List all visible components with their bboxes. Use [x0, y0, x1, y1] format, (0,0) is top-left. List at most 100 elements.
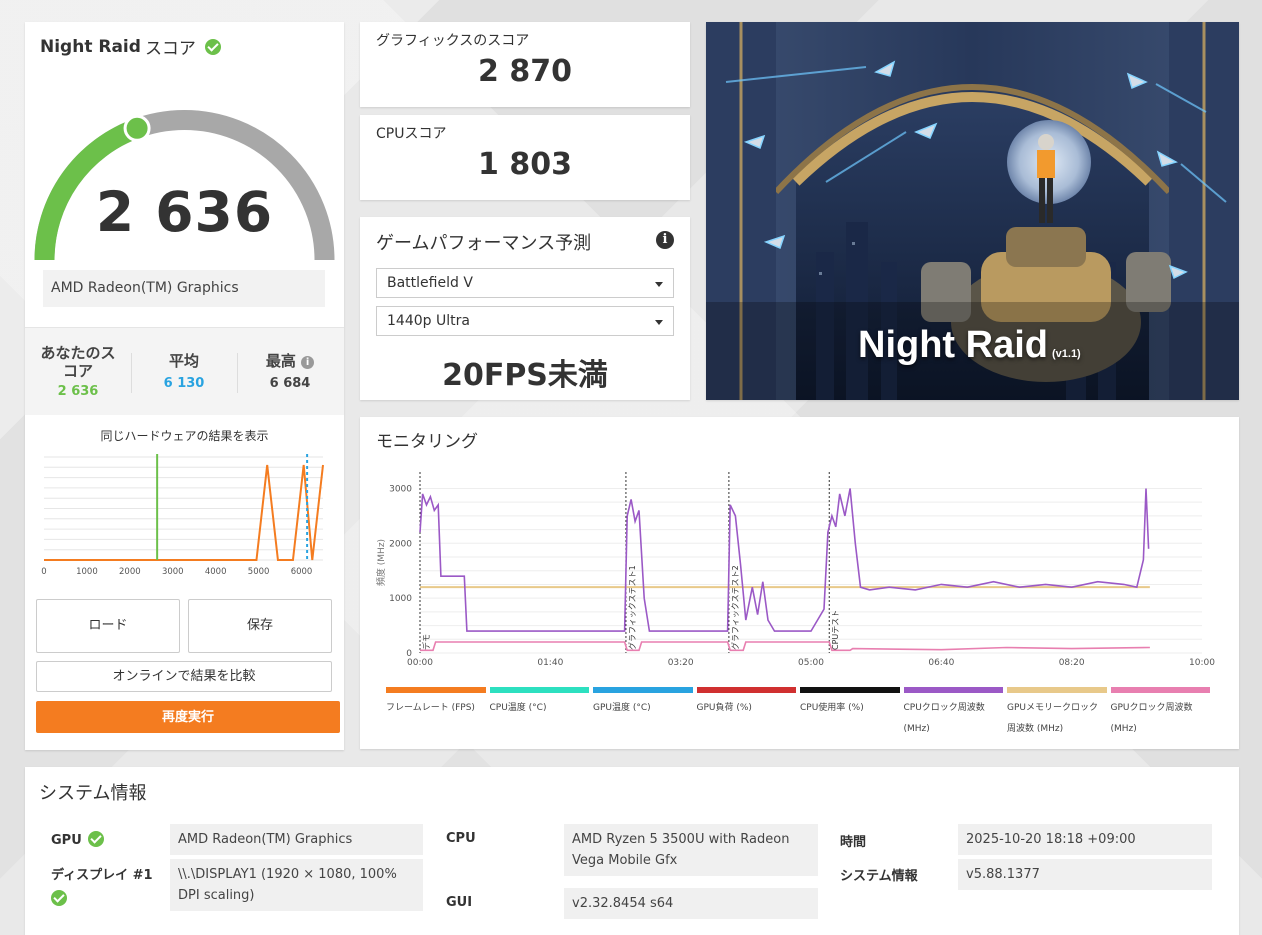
game-performance-title: ゲームパフォーマンス予測	[376, 233, 592, 254]
gpu-name: AMD Radeon(TM) Graphics	[43, 270, 325, 307]
sys-display-label-text: ディスプレイ #1	[51, 868, 153, 883]
banner-version: (v1.1)	[1051, 348, 1081, 360]
rerun-button[interactable]: 再度実行	[36, 701, 340, 733]
section-marker-label: デモ	[421, 634, 431, 650]
sys-display-value: \\.\DISPLAY1 (1920 × 1080, 100% DPI scal…	[170, 859, 423, 911]
cpu-score-label: CPUスコア	[376, 126, 447, 142]
banner-title-text: Night Raid	[858, 324, 1048, 366]
caret-down-icon	[655, 320, 663, 325]
gauge-knob	[123, 114, 151, 142]
info-icon[interactable]: i	[301, 356, 315, 369]
check-icon	[88, 831, 105, 847]
compare-online-button[interactable]: オンラインで結果を比較	[36, 661, 332, 692]
sys-cpu-label: CPU	[446, 831, 476, 846]
histogram-tick-label: 0	[41, 567, 46, 577]
game-select[interactable]: Battlefield V	[376, 268, 674, 298]
legend-swatch	[1110, 687, 1210, 693]
legend-item[interactable]: CPU使用率 (%)	[800, 687, 904, 740]
sys-time-label: 時間	[840, 835, 867, 850]
x-tick-label: 10:00	[1189, 658, 1215, 668]
x-tick-label: 01:40	[537, 658, 563, 668]
legend-item[interactable]: フレームレート (FPS)	[386, 687, 490, 740]
stat-your-label: あなたのスコア	[40, 344, 116, 380]
histogram-tick-label: 1000	[76, 567, 98, 577]
sys-display-label: ディスプレイ #1	[51, 866, 171, 913]
x-tick-label: 05:00	[798, 658, 824, 668]
gauge-fill	[34, 118, 141, 261]
preset-select[interactable]: 1440p Ultra	[376, 306, 674, 336]
legend-swatch	[696, 687, 796, 693]
y-tick-label: 2000	[389, 539, 412, 549]
section-marker-label: グラフィックステスト2	[730, 565, 740, 650]
graphics-score-card: グラフィックスのスコア 2 870	[360, 22, 690, 107]
info-icon[interactable]: i	[656, 231, 674, 249]
y-tick-label: 1000	[389, 594, 412, 604]
stat-divider	[237, 353, 238, 393]
y-tick-label: 3000	[389, 484, 412, 494]
sys-cpu-value: AMD Ryzen 5 3500U with Radeon Vega Mobil…	[564, 824, 818, 876]
histogram-title: 同じハードウェアの結果を表示	[100, 429, 269, 443]
sys-gpu-label-text: GPU	[51, 833, 82, 848]
system-info-card: システム情報 GPU AMD Radeon(TM) Graphics ディスプレ…	[25, 767, 1239, 935]
score-histogram: 0 1000 2000 3000 4000 5000 6000	[41, 454, 324, 577]
legend-label: GPU温度 (°C)	[593, 703, 651, 713]
legend-label: CPUクロック周波数 (MHz)	[903, 703, 985, 734]
histogram-tick-label: 6000	[291, 567, 313, 577]
stat-best-label-text: 最高	[265, 352, 296, 370]
histogram-tick-label: 5000	[248, 567, 270, 577]
fps-estimate: 20FPS未満	[442, 358, 608, 393]
legend-swatch	[800, 687, 900, 693]
legend-item[interactable]: GPUメモリークロック周波数 (MHz)	[1007, 687, 1111, 740]
monitoring-title: モニタリング	[376, 432, 478, 452]
legend-swatch	[903, 687, 1003, 693]
histogram-tick-label: 3000	[162, 567, 184, 577]
x-tick-label: 03:20	[668, 658, 694, 668]
stat-best-label: 最高 i	[237, 352, 343, 370]
sys-sysinfo-label: システム情報	[840, 869, 918, 884]
score-title: Night Raid スコア	[40, 34, 221, 59]
score-card: Night Raid スコア 2 636 AMD Radeon(TM) Grap…	[25, 22, 344, 750]
legend-item[interactable]: GPU温度 (°C)	[593, 687, 697, 740]
legend-swatch	[1007, 687, 1107, 693]
x-tick-label: 06:40	[928, 658, 954, 668]
y-axis-label: 頻度 (MHz)	[375, 539, 387, 586]
legend-label: GPUメモリークロック周波数 (MHz)	[1007, 703, 1098, 734]
check-icon	[51, 890, 67, 906]
legend-swatch	[489, 687, 589, 693]
monitoring-chart: 0 1000 2000 3000 00:00 01:40 03:20 05:00 06:40 08…	[375, 472, 1215, 668]
histogram-tick-label: 2000	[119, 567, 141, 577]
stat-average: 平均 6 130	[131, 328, 237, 391]
stat-avg-value: 6 130	[163, 376, 205, 391]
game-select-value: Battlefield V	[387, 275, 473, 291]
gpu-clock-line	[420, 641, 1150, 652]
legend-label: CPU使用率 (%)	[800, 703, 864, 713]
histogram-line	[44, 464, 324, 561]
stat-divider	[131, 353, 132, 393]
legend-label: GPUクロック周波数 (MHz)	[1110, 703, 1193, 734]
game-performance-card: ゲームパフォーマンス予測 i Battlefield V 1440p Ultra…	[360, 217, 690, 400]
save-button[interactable]: 保存	[188, 599, 332, 653]
sys-gpu-label: GPU	[51, 831, 105, 848]
score-benchmark-name: Night Raid	[40, 36, 141, 57]
sys-gui-value: v2.32.8454 s64	[564, 888, 818, 919]
graphics-score-label: グラフィックスのスコア	[376, 33, 530, 49]
legend-item[interactable]: CPUクロック周波数 (MHz)	[903, 687, 1008, 740]
legend-label: GPU負荷 (%)	[696, 703, 752, 713]
cpu-clock-line	[419, 488, 1150, 632]
cpu-score-card: CPUスコア 1 803	[360, 115, 690, 200]
score-gauge	[34, 110, 335, 261]
legend-item[interactable]: GPU負荷 (%)	[696, 687, 801, 740]
robot-figure	[921, 227, 1171, 382]
preset-select-value: 1440p Ultra	[387, 313, 470, 329]
banner-title: Night Raid (v1.1)	[858, 324, 1081, 367]
stat-best-value: 6 684	[269, 376, 311, 391]
stat-your-value: 2 636	[57, 384, 99, 399]
cpu-score-value: 1 803	[478, 147, 572, 182]
legend-item[interactable]: GPUクロック周波数 (MHz)	[1110, 687, 1215, 740]
legend-item[interactable]: CPU温度 (°C)	[489, 687, 594, 740]
sys-sysinfo-value: v5.88.1377	[958, 859, 1212, 890]
score-value: 2 636	[95, 180, 274, 244]
score-title-suffix: スコア	[144, 39, 196, 59]
load-button[interactable]: ロード	[36, 599, 180, 653]
legend-label: CPU温度 (°C)	[489, 703, 547, 713]
